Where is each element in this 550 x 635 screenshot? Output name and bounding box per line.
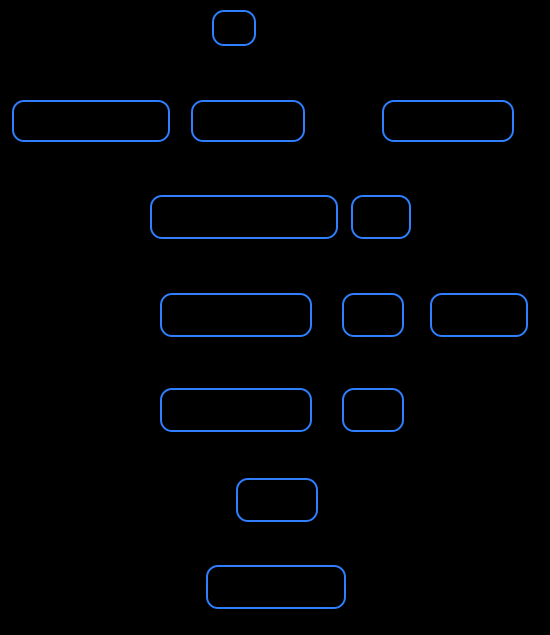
diagram-node — [236, 478, 318, 522]
diagram-node — [160, 388, 312, 432]
diagram-node — [150, 195, 338, 239]
diagram-node — [191, 100, 305, 142]
diagram-node — [351, 195, 411, 239]
diagram-node — [382, 100, 514, 142]
diagram-node — [206, 565, 346, 609]
diagram-node — [212, 10, 256, 46]
diagram-node — [12, 100, 170, 142]
diagram-node — [342, 293, 404, 337]
diagram-node — [342, 388, 404, 432]
diagram-node — [160, 293, 312, 337]
diagram-node — [430, 293, 528, 337]
